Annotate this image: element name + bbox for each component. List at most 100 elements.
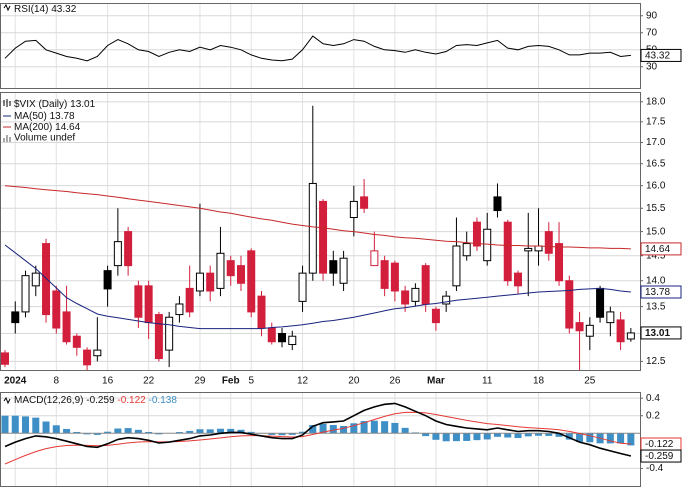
rsi-line (4, 35, 631, 62)
candle-body (339, 257, 348, 284)
candle-body (93, 349, 102, 357)
y-tick-label: 0.2 (646, 410, 660, 421)
candle-body (534, 245, 543, 252)
candle-body (226, 260, 235, 277)
histogram-bar (93, 433, 101, 435)
y-tick-label: -0.4 (646, 463, 664, 474)
candle-body (411, 287, 420, 302)
histogram-bar (227, 428, 235, 434)
labels-layer: 20248162229Feb5122026Mar1118253050709043… (4, 10, 682, 474)
histogram-bar (124, 428, 132, 434)
price-legend-value: 13.01 (70, 99, 95, 110)
candle-body (298, 272, 307, 302)
histogram-bar (576, 433, 584, 442)
x-tick-label: 12 (297, 376, 309, 387)
rsi-legend: RSI(14) 43.32 (14, 4, 77, 15)
x-tick-label: 20 (348, 376, 360, 387)
y-tick-label: 14.0 (646, 275, 666, 286)
candle-body (503, 221, 512, 282)
value-box (640, 449, 682, 463)
candle-body (134, 285, 143, 318)
histogram-bar (32, 417, 40, 434)
histogram-bar (442, 433, 450, 442)
histogram-bar (370, 420, 378, 434)
value-box (640, 48, 682, 62)
histogram-bar (83, 433, 91, 435)
histogram-bar (463, 433, 471, 441)
candle-body (555, 243, 564, 282)
macd-legend-icon (3, 396, 11, 405)
y-tick-label: 30 (646, 61, 658, 72)
histogram-bar (493, 433, 501, 437)
rsi-legend-icon (3, 3, 11, 12)
candle-body (154, 314, 163, 360)
candle-body (565, 280, 574, 329)
histogram-bar (309, 425, 317, 434)
histogram-bar (11, 415, 19, 434)
x-tick-label: 2024 (4, 376, 27, 387)
candle-body (72, 335, 81, 348)
y-tick-label: 14.5 (646, 250, 666, 261)
histogram-bar (381, 421, 389, 434)
candle-body (1, 352, 9, 365)
histogram-bar (586, 433, 594, 443)
histogram-bar (319, 423, 327, 434)
value-box (640, 326, 682, 340)
histogram-bar (606, 433, 614, 444)
histogram-legend-value: -0.138 (149, 395, 178, 406)
histogram-bar (52, 425, 60, 434)
histogram-bar (73, 431, 81, 434)
value-box-label: 13.01 (645, 328, 670, 339)
candle-body (31, 272, 40, 287)
x-tick-label: 16 (102, 376, 114, 387)
signal-line (4, 411, 631, 465)
candle-body (370, 250, 379, 267)
y-tick-label: 90 (646, 10, 658, 21)
histogram-bar (514, 433, 522, 439)
histogram-bar (175, 432, 183, 434)
x-tick-label: 18 (533, 376, 545, 387)
histogram-bar (524, 433, 532, 437)
y-tick-label: 13.5 (646, 301, 666, 312)
histogram-bar (247, 431, 255, 434)
histogram-bar (288, 433, 296, 435)
candle-body (144, 285, 153, 324)
histogram-bar (145, 431, 153, 434)
x-tick-label: 11 (482, 376, 493, 387)
candle-body (575, 322, 584, 332)
candle-body (585, 324, 594, 337)
histogram-bar (42, 421, 50, 434)
candle-body (124, 231, 133, 267)
ma50-legend-name: MA(50) (14, 111, 47, 122)
histogram-bar (340, 425, 348, 434)
rsi-legend-name: RSI(14) (14, 4, 48, 15)
histogram-bar (299, 431, 307, 434)
candle-body (175, 303, 184, 316)
histogram-bar (350, 423, 358, 434)
histogram-bar (104, 431, 112, 434)
candle-body (442, 295, 451, 305)
y-tick-label: 17.5 (646, 117, 666, 128)
candle-body (113, 241, 122, 267)
x-tick-label: Feb (222, 376, 240, 387)
histogram-bar (206, 429, 214, 434)
ma200-legend: MA(200) 14.64 (14, 122, 81, 133)
histogram-bar (22, 416, 30, 434)
histogram-bar (216, 428, 224, 434)
macd-legend-value: -0.259 (86, 395, 115, 406)
price-legend-icon (3, 99, 11, 107)
candle-body (493, 196, 502, 212)
candle-body (103, 270, 112, 290)
y-tick-label: 16.0 (646, 180, 666, 191)
candle-body (83, 349, 92, 366)
histogram-bar (422, 433, 430, 437)
y-tick-label: 12.5 (646, 356, 666, 367)
ma200-legend-value: 14.64 (55, 122, 80, 133)
histogram-bar (155, 433, 163, 435)
marks-layer (1, 35, 640, 465)
candle-body (257, 295, 266, 329)
value-box-label: 43.32 (645, 51, 670, 62)
histogram-bar (617, 433, 625, 444)
